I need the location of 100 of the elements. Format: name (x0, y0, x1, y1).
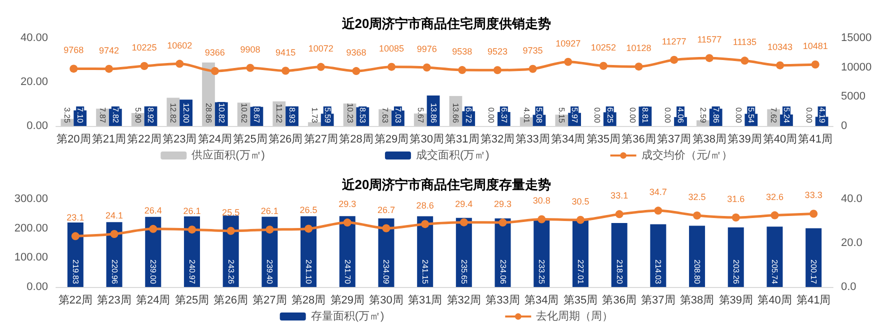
y-tick-label: 100.00 (14, 252, 48, 264)
data-label: 8.93 (288, 107, 297, 124)
legend-label: 成交均价（元/㎡） (641, 148, 732, 162)
y2-tick-label: 40.0 (841, 193, 862, 205)
data-label: 0.00 (486, 107, 496, 124)
point (576, 216, 584, 224)
point (110, 230, 118, 238)
data-label: 227.01 (576, 260, 585, 285)
data-label: 13.66 (451, 102, 460, 124)
x-tick-label: 第32周 (446, 294, 482, 306)
data-label: 208.80 (692, 260, 702, 285)
x-tick-label: 第27周 (252, 294, 287, 306)
point (70, 64, 78, 73)
data-label: 4.01 (522, 107, 531, 124)
data-label: 12.00 (182, 102, 191, 124)
data-label: 8.81 (640, 107, 650, 124)
x-tick-label: 第34周 (524, 294, 559, 306)
point (538, 215, 546, 224)
data-label: 23.1 (66, 212, 84, 223)
data-label: 0.00 (663, 107, 672, 124)
data-label: 32.6 (766, 192, 784, 202)
data-label: 5.08 (534, 107, 544, 124)
data-label: 11577 (697, 34, 722, 45)
data-label: 219.83 (70, 260, 80, 285)
data-label: 9735 (522, 45, 543, 56)
point (266, 226, 274, 234)
data-label: 10072 (308, 43, 334, 54)
data-label: 3.25 (62, 107, 72, 124)
data-label: 11.22 (274, 104, 284, 124)
point (316, 62, 325, 71)
point (732, 213, 740, 222)
data-label: 11277 (662, 36, 686, 46)
data-label: 9538 (452, 46, 472, 57)
x-tick-label: 第34周 (550, 134, 586, 146)
data-label: 0.00 (804, 107, 814, 124)
point (140, 62, 148, 70)
point (282, 66, 290, 75)
x-tick-label: 第20周 (56, 134, 91, 146)
x-tick-label: 第36周 (622, 134, 656, 146)
x-tick-label: 第31周 (445, 134, 480, 146)
point (670, 56, 678, 64)
data-label: 205.74 (770, 260, 780, 285)
x-tick-label: 第29周 (330, 294, 364, 306)
data-label: 7.62 (769, 107, 778, 124)
data-label: 9368 (346, 48, 366, 58)
data-label: 1.73 (310, 107, 319, 124)
data-label: 30.5 (572, 196, 590, 206)
x-tick-label: 第28周 (339, 134, 374, 146)
data-label: 33.1 (610, 190, 628, 201)
y2-tick-label: 5000 (841, 90, 866, 103)
point (705, 54, 714, 62)
y-tick-label: 0.00 (26, 281, 48, 293)
data-label: 220.96 (110, 260, 119, 285)
data-label: 9976 (416, 44, 437, 54)
point (493, 66, 502, 74)
data-label: 29.3 (494, 199, 512, 210)
data-label: 12.82 (168, 102, 178, 124)
x-tick-label: 第31周 (408, 294, 442, 306)
data-label: 203.26 (731, 260, 740, 285)
data-label: 241.15 (420, 260, 430, 285)
y2-tick-label: 20.0 (841, 237, 862, 249)
x-tick-label: 第24周 (198, 134, 232, 146)
data-label: 11135 (732, 37, 757, 48)
point (599, 62, 608, 70)
data-label: 218.20 (614, 260, 624, 285)
data-label: 241.10 (304, 260, 314, 285)
point (810, 210, 818, 218)
data-label: 10128 (626, 43, 652, 54)
point (304, 224, 313, 233)
x-tick-label: 第28周 (291, 294, 326, 306)
data-label: 0.00 (628, 107, 637, 124)
data-label: 7.10 (76, 107, 85, 124)
point (811, 60, 820, 69)
data-label: 25.5 (222, 207, 240, 218)
point (343, 218, 352, 227)
x-tick-label: 第24周 (136, 294, 170, 306)
x-tick-label: 第37周 (641, 294, 676, 306)
data-label: 5.59 (322, 107, 332, 124)
data-label: 7.82 (110, 107, 120, 124)
x-tick-label: 第27周 (304, 134, 338, 146)
x-tick-label: 第39周 (718, 294, 753, 306)
data-label: 26.7 (377, 204, 395, 215)
x-tick-label: 第40周 (762, 134, 798, 146)
data-label: 9523 (487, 46, 508, 57)
x-tick-label: 第25周 (174, 294, 210, 306)
data-label: 26.1 (260, 206, 278, 216)
data-label: 8.53 (358, 107, 368, 124)
point (246, 64, 254, 72)
point (564, 58, 572, 66)
data-label: 10252 (590, 42, 616, 52)
data-label: 7.87 (98, 107, 108, 124)
x-tick-label: 第33周 (486, 294, 520, 306)
data-label: 7.03 (393, 107, 402, 124)
x-tick-label: 第32周 (480, 134, 515, 146)
point (740, 56, 749, 65)
data-label: 0.00 (734, 107, 743, 124)
data-label: 10343 (768, 42, 793, 52)
point (615, 210, 624, 218)
point (654, 206, 662, 215)
data-label: 5.54 (746, 107, 756, 124)
